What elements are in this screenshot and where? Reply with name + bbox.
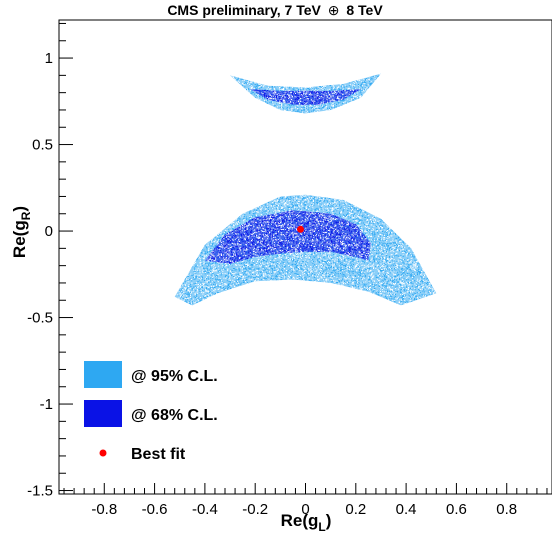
legend-marker-best-fit xyxy=(99,449,107,457)
x-axis-title: Re(gL) xyxy=(281,511,332,534)
y-tick-label: 1 xyxy=(45,50,53,67)
chart-title-suffix: 8 TeV xyxy=(346,2,383,18)
x-tick-label: -0.2 xyxy=(242,501,268,518)
x-axis: -0.8 -0.6 -0.4 -0.2 0 0.2 0.4 0.6 0.8 xyxy=(63,483,548,518)
legend-swatch-68-cl xyxy=(84,400,122,427)
legend-label-best-fit: Best fit xyxy=(131,446,186,463)
chart-title-main: CMS preliminary, 7 TeV xyxy=(167,2,321,18)
y-axis-title-close: ) xyxy=(10,206,29,212)
series-95-cl xyxy=(174,73,437,306)
legend: @ 95% C.L. @ 68% C.L. Best fit xyxy=(84,361,218,463)
y-axis: -1.5 -1 -0.5 0 0.5 1 xyxy=(27,22,73,500)
x-tick-label: 0.8 xyxy=(496,501,517,518)
chart-title: CMS preliminary, 7 TeV ⊕ 8 TeV xyxy=(167,2,383,18)
best-fit-point-0 xyxy=(297,225,304,233)
series-68-cl xyxy=(204,89,371,264)
chart-title-oplus: ⊕ xyxy=(328,2,340,18)
y-tick-label: 0.5 xyxy=(32,137,53,154)
x-tick-label: -0.8 xyxy=(91,501,117,518)
y-axis-title-base: Re(g xyxy=(10,220,29,258)
x-tick-label: 0 xyxy=(301,501,309,518)
x-tick-label: 0.4 xyxy=(396,501,417,518)
legend-swatch-95-cl xyxy=(84,361,122,388)
svg-text:CMS preliminary, 7 TeV ⊕: CMS preliminary, 7 TeV ⊕ 8 TeV xyxy=(167,2,383,18)
y-tick-label: -1 xyxy=(40,396,53,413)
x-tick-label: -0.6 xyxy=(142,501,168,518)
y-axis-title: Re(gR) xyxy=(10,206,33,258)
x-tick-label: -0.4 xyxy=(192,501,218,518)
y-tick-label: 0 xyxy=(45,223,53,240)
y-tick-label: -0.5 xyxy=(27,310,53,327)
y-tick-label: -1.5 xyxy=(27,483,53,500)
legend-label-68-cl: @ 68% C.L. xyxy=(131,407,218,424)
y-axis-title-sub: R xyxy=(19,211,33,220)
legend-label-95-cl: @ 95% C.L. xyxy=(131,368,218,385)
x-axis-title-close: ) xyxy=(326,511,332,530)
x-tick-label: 0.2 xyxy=(345,501,366,518)
x-axis-title-base: Re(g xyxy=(281,511,319,530)
x-tick-label: 0.6 xyxy=(446,501,467,518)
x-axis-title-sub: L xyxy=(318,520,325,534)
series-best-fit xyxy=(297,225,304,233)
